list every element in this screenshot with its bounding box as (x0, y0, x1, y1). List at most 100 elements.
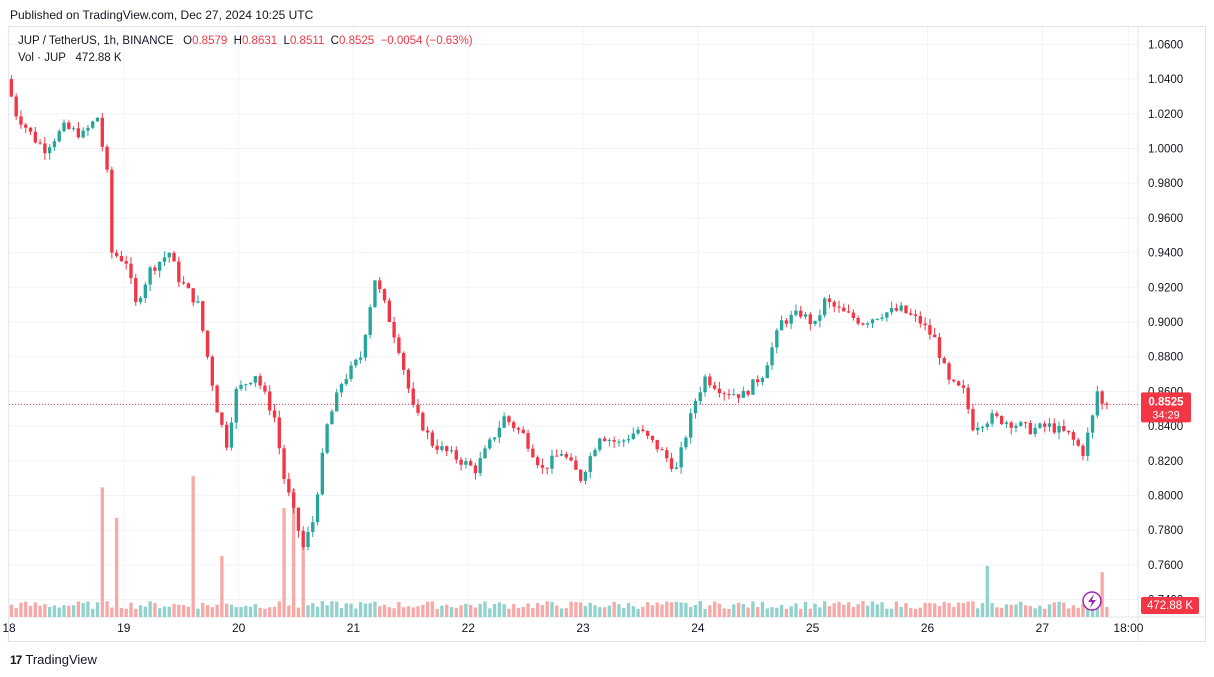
candle-body[interactable] (172, 252, 176, 262)
candle-body[interactable] (784, 320, 789, 324)
candle-body[interactable] (550, 455, 554, 469)
candle-body[interactable] (71, 128, 76, 130)
candle-body[interactable] (248, 382, 253, 385)
candle-body[interactable] (196, 301, 200, 303)
candle-body[interactable] (119, 255, 124, 262)
candle-body[interactable] (95, 117, 100, 122)
candle-body[interactable] (622, 440, 626, 442)
candle-body[interactable] (756, 379, 760, 383)
candle-body[interactable] (741, 391, 746, 398)
candle-body[interactable] (181, 282, 186, 284)
candle-body[interactable] (325, 424, 329, 453)
candle-body[interactable] (454, 450, 458, 460)
candle-body[interactable] (976, 427, 980, 431)
candle-body[interactable] (579, 469, 583, 481)
candle-body[interactable] (1028, 422, 1033, 435)
candle-body[interactable] (602, 438, 607, 441)
candle-body[interactable] (1023, 422, 1028, 424)
candle-body[interactable] (52, 141, 57, 148)
candle-body[interactable] (1095, 391, 1100, 416)
candle-body[interactable] (478, 458, 482, 474)
candle-body[interactable] (86, 127, 90, 131)
candle-body[interactable] (253, 376, 258, 383)
candle-body[interactable] (148, 267, 152, 285)
candle-body[interactable] (789, 314, 793, 324)
candle-body[interactable] (794, 310, 798, 315)
candle-body[interactable] (645, 431, 650, 436)
candle-body[interactable] (583, 471, 588, 481)
candle-body[interactable] (1009, 422, 1013, 428)
tradingview-footer[interactable]: 17 TradingView (10, 652, 97, 667)
candle-body[interactable] (736, 394, 741, 398)
candle-body[interactable] (693, 400, 698, 414)
candle-body[interactable] (134, 278, 138, 303)
candle-body[interactable] (368, 307, 372, 335)
candle-body[interactable] (14, 96, 18, 117)
candle-body[interactable] (516, 428, 521, 430)
candle-body[interactable] (813, 320, 817, 325)
symbol-label[interactable]: JUP / TetherUS, 1h, BINANCE (18, 35, 174, 47)
candle-body[interactable] (1019, 422, 1023, 426)
candle-body[interactable] (382, 289, 387, 301)
candle-body[interactable] (234, 388, 238, 423)
candle-body[interactable] (349, 365, 353, 380)
candle-body[interactable] (885, 312, 889, 318)
candle-body[interactable] (411, 388, 415, 405)
candle-body[interactable] (291, 492, 296, 508)
candle-body[interactable] (827, 298, 832, 303)
candle-body[interactable] (588, 456, 592, 472)
candle-body[interactable] (440, 446, 444, 450)
candle-body[interactable] (76, 128, 81, 138)
candle-body[interactable] (468, 461, 473, 466)
candle-body[interactable] (57, 131, 61, 142)
candle-body[interactable] (421, 412, 425, 431)
candle-body[interactable] (569, 457, 573, 461)
candle-body[interactable] (866, 323, 870, 325)
candle-body[interactable] (626, 439, 631, 441)
candle-body[interactable] (913, 314, 918, 316)
candle-body[interactable] (574, 460, 578, 470)
candle-body[interactable] (746, 391, 750, 395)
candle-body[interactable] (674, 467, 679, 469)
candle-body[interactable] (545, 467, 549, 469)
candle-body[interactable] (110, 169, 114, 253)
candle-body[interactable] (158, 261, 162, 271)
candle-body[interactable] (803, 314, 808, 317)
candle-body[interactable] (483, 448, 487, 459)
candle-body[interactable] (1100, 391, 1104, 404)
candle-body[interactable] (296, 507, 301, 531)
candle-body[interactable] (272, 410, 277, 418)
candle-body[interactable] (799, 310, 803, 317)
candle-body[interactable] (928, 325, 932, 335)
candle-body[interactable] (143, 284, 148, 299)
candle-body[interactable] (114, 252, 119, 256)
candle-body[interactable] (870, 319, 875, 324)
candle-body[interactable] (822, 298, 827, 316)
candle-body[interactable] (287, 479, 291, 493)
candle-body[interactable] (167, 252, 171, 258)
candle-body[interactable] (1057, 425, 1061, 433)
candle-body[interactable] (990, 413, 994, 424)
candle-body[interactable] (282, 448, 286, 480)
candle-body[interactable] (765, 365, 769, 379)
candle-body[interactable] (177, 261, 181, 283)
candle-body[interactable] (669, 458, 674, 469)
candle-body[interactable] (1062, 425, 1066, 431)
candle-body[interactable] (277, 417, 281, 449)
candle-body[interactable] (124, 261, 128, 264)
candle-body[interactable] (354, 359, 358, 366)
volume-label[interactable]: Vol · JUP (18, 52, 66, 64)
candle-body[interactable] (679, 447, 683, 468)
candle-body[interactable] (703, 376, 707, 393)
candle-body[interactable] (727, 394, 731, 396)
candle-body[interactable] (492, 437, 497, 440)
candle-body[interactable] (210, 356, 214, 386)
candle-body[interactable] (67, 122, 71, 129)
candle-body[interactable] (722, 393, 726, 395)
candle-body[interactable] (311, 522, 315, 532)
candle-body[interactable] (832, 302, 836, 307)
candle-body[interactable] (502, 416, 506, 428)
candle-body[interactable] (224, 424, 229, 448)
last-price-tag[interactable] (1141, 392, 1191, 423)
candle-body[interactable] (201, 301, 205, 331)
